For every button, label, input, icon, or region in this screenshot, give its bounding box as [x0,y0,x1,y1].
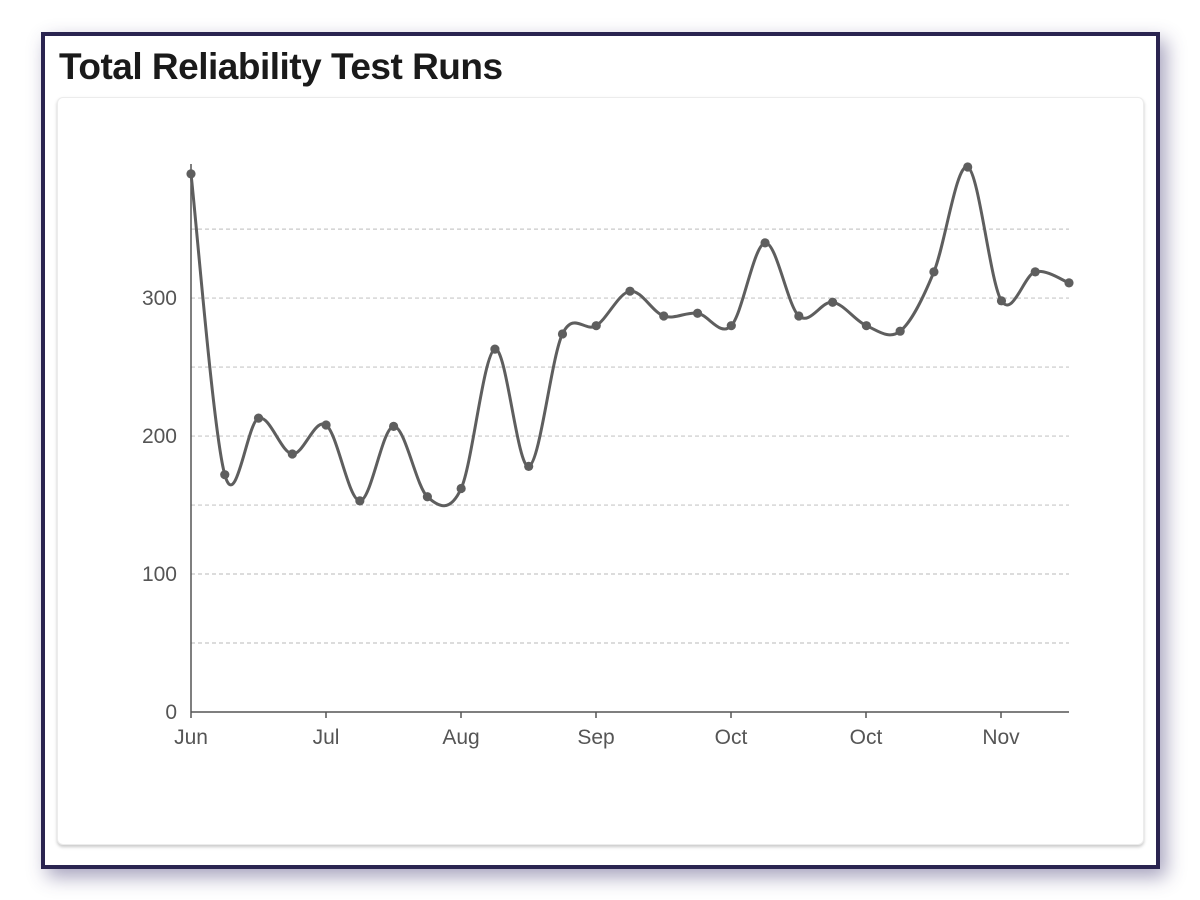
data-point[interactable] [929,267,939,277]
y-tick-label: 100 [142,563,177,586]
data-point[interactable] [490,344,500,354]
x-tick-label: Nov [982,726,1020,749]
data-point[interactable] [1064,278,1074,288]
y-tick-labels: 0 100 200 300 [142,287,177,724]
chart-title: Total Reliability Test Runs [59,46,503,87]
data-point[interactable] [220,470,230,480]
data-point[interactable] [1030,267,1040,277]
y-tick-label: 0 [165,701,177,724]
data-point[interactable] [861,321,871,331]
x-tick-label: Oct [850,726,883,749]
data-point[interactable] [591,321,601,331]
data-point[interactable] [355,496,365,506]
data-point[interactable] [321,420,331,430]
data-point[interactable] [659,311,669,321]
data-point[interactable] [760,238,770,248]
data-point[interactable] [557,329,568,339]
axes [190,164,1069,713]
data-point[interactable] [726,321,736,331]
data-point[interactable] [287,449,297,459]
chart-frame: Total Reliability Test Runs 0 100 200 300 J… [41,32,1160,869]
y-tick-label: 300 [142,287,177,310]
y-tick-label: 200 [142,425,177,448]
line-chart: 0 100 200 300 Jun Jul Aug Sep Oct Oct Nov [142,162,1074,749]
x-tick-labels: Jun Jul Aug Sep Oct Oct Nov [174,712,1020,749]
data-point[interactable] [794,311,804,321]
data-point[interactable] [692,308,703,318]
data-point[interactable] [422,492,432,502]
series-line [189,165,1071,508]
data-point[interactable] [456,483,466,494]
data-point[interactable] [828,297,838,307]
x-tick-label: Oct [715,726,748,749]
data-point[interactable] [253,413,264,423]
data-point[interactable] [389,421,399,431]
data-point[interactable] [186,169,196,179]
x-tick-label: Aug [442,726,479,749]
data-point[interactable] [524,461,534,472]
series-layer [186,162,1074,508]
x-tick-label: Jul [313,726,340,749]
x-tick-label: Sep [577,726,614,749]
data-point[interactable] [895,326,905,336]
data-point[interactable] [996,296,1007,306]
data-point[interactable] [625,286,635,296]
data-point[interactable] [963,162,973,172]
x-tick-label: Jun [174,726,208,749]
